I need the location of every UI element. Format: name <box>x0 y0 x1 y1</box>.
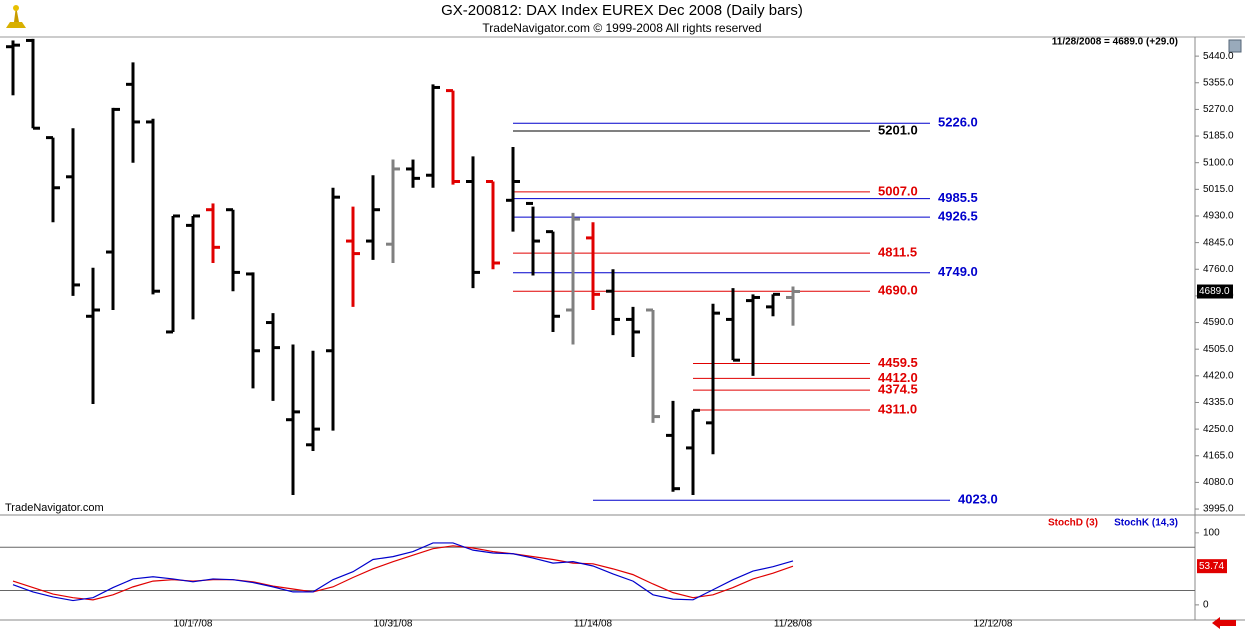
x-tick-label: 11/28/08 <box>774 619 813 630</box>
x-tick-label: 10/31/08 <box>374 619 413 630</box>
stoch-line <box>12 542 794 602</box>
last-price-label: 4689.0 <box>1199 286 1230 297</box>
level-label: 4811.5 <box>878 245 917 260</box>
x-tick-label: 10/17/08 <box>174 619 213 630</box>
level-label: 4459.5 <box>878 355 918 370</box>
y-tick-label: 5015.0 <box>1203 184 1234 195</box>
icon <box>1228 39 1242 53</box>
level-label: 4926.5 <box>938 209 978 224</box>
y-tick-label: 4420.0 <box>1203 370 1234 381</box>
legend-entry: StochD (3) <box>1048 518 1098 529</box>
y-tick-label: 4590.0 <box>1203 317 1234 328</box>
y-tick-label: 4080.0 <box>1203 477 1234 488</box>
level-label: 5007.0 <box>878 183 918 198</box>
y-tick-label: 4760.0 <box>1203 264 1234 275</box>
y-tick-label: 5440.0 <box>1203 51 1234 62</box>
legend-entry: StochK (14,3) <box>1114 518 1178 529</box>
level-label: 4023.0 <box>958 492 998 507</box>
y-tick-label: 3995.0 <box>1203 504 1234 515</box>
level-label: 5201.0 <box>878 122 918 137</box>
level-label: 4311.0 <box>878 401 917 416</box>
y-tick-label: 5270.0 <box>1203 104 1234 115</box>
x-tick-label: 11/14/08 <box>574 619 613 630</box>
logo <box>6 5 26 28</box>
y-tick-label: 4505.0 <box>1203 344 1234 355</box>
y-tick-label: 0 <box>1203 600 1209 611</box>
level-label: 4374.5 <box>878 382 918 397</box>
last-value-tag <box>1197 559 1227 574</box>
y-tick-label: 4845.0 <box>1203 237 1234 248</box>
level-label: 4749.0 <box>938 264 978 279</box>
y-tick-label: 100 <box>1203 527 1220 538</box>
scroll-arrow <box>1212 617 1236 629</box>
level-label: 4690.0 <box>878 283 918 298</box>
y-tick-label: 4250.0 <box>1203 424 1234 435</box>
chart-title: GX-200812: DAX Index EUREX Dec 2008 (Dai… <box>441 2 803 19</box>
chart-subtitle: TradeNavigator.com © 1999-2008 All right… <box>482 21 761 35</box>
last-price-tag <box>1197 284 1233 299</box>
last-value-label: 53.74 <box>1199 561 1224 572</box>
y-tick-label: 4165.0 <box>1203 450 1234 461</box>
y-tick-label: 5185.0 <box>1203 131 1234 142</box>
level-label: 5226.0 <box>938 115 978 130</box>
y-tick-label: 5100.0 <box>1203 157 1234 168</box>
level-label: 4412.0 <box>878 370 918 385</box>
y-tick-label: 4930.0 <box>1203 211 1234 222</box>
y-tick-label: 5355.0 <box>1203 77 1234 88</box>
stoch-line <box>12 545 794 601</box>
level-label: 4985.5 <box>938 190 978 205</box>
watermark: TradeNavigator.com <box>5 502 104 514</box>
status-text: 11/28/2008 = 4689.0 (+29.0) <box>1052 37 1178 48</box>
x-tick-label: 12/12/08 <box>974 619 1013 630</box>
y-tick-label: 4335.0 <box>1203 397 1234 408</box>
